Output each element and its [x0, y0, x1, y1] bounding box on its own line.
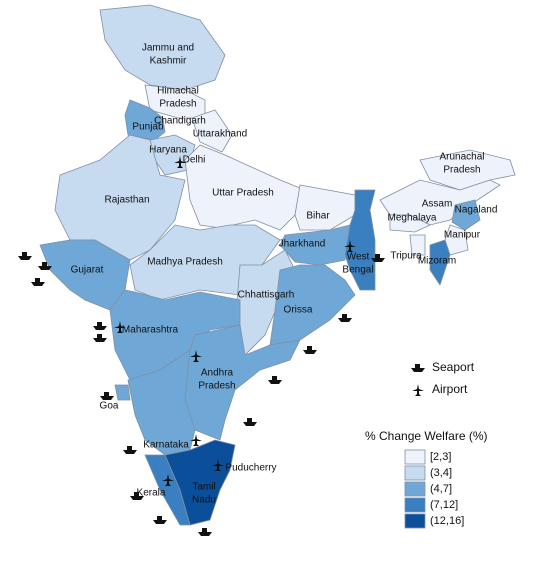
seaport-icon	[100, 392, 114, 400]
seaport-icon	[123, 446, 137, 454]
legend-symbol-label: Airport	[432, 382, 468, 396]
state	[144, 454, 191, 526]
state	[184, 144, 301, 231]
region-label: Gujarat	[71, 265, 104, 276]
seaport-icon	[153, 516, 167, 524]
region-label: Uttar Pradesh	[212, 188, 274, 199]
legend-swatch	[404, 497, 426, 513]
state	[409, 234, 426, 256]
state	[124, 99, 166, 141]
airport-icon	[114, 321, 126, 333]
region-label: Rajasthan	[104, 195, 149, 206]
region-label: Kashmir	[150, 56, 187, 67]
legend: Seaport Airport % Change Welfare (%) [2,3] (…	[365, 360, 488, 529]
seaport-icon	[411, 364, 425, 372]
region-label: Chhattisgarh	[238, 290, 295, 301]
state	[191, 109, 233, 153]
region-label: Andhra	[201, 368, 234, 379]
region-label: Tripura	[390, 251, 422, 262]
state	[451, 199, 481, 231]
region-label: Uttarakhand	[193, 129, 247, 140]
region-label: Maharashtra	[122, 325, 179, 336]
region-label: Pradesh	[443, 165, 480, 176]
airport-icon	[174, 156, 186, 168]
region-label: Meghalaya	[388, 213, 437, 224]
seaport-icon	[93, 322, 107, 330]
region-label: Kerala	[137, 488, 166, 499]
airport-icon	[190, 350, 202, 362]
region-label: Manipur	[444, 230, 481, 241]
region-label: Assam	[422, 199, 453, 210]
seaport-icon	[371, 254, 385, 262]
seaport-icon	[130, 492, 144, 500]
seaport-icon	[38, 262, 52, 270]
region-label: Mizoram	[418, 256, 456, 267]
region-label: Pradesh	[198, 381, 235, 392]
region-label: Goa	[100, 401, 119, 412]
legend-class-label: (4,7]	[430, 483, 452, 495]
seaport-icon	[93, 334, 107, 342]
region-label: Nagaland	[455, 205, 498, 216]
legend-swatch	[404, 481, 426, 497]
legend-class-label: (12,16]	[430, 515, 464, 527]
seaport-icon	[268, 376, 282, 384]
seaport-icon	[243, 418, 257, 426]
region-label: Delhi	[183, 155, 206, 166]
legend-swatch	[404, 449, 426, 465]
seaport-icon	[338, 314, 352, 322]
state	[114, 384, 131, 401]
region-label: Chandigarh	[154, 116, 206, 127]
seaport-icon	[18, 252, 32, 260]
legend-class-label: (3,4]	[430, 467, 452, 479]
state	[419, 149, 516, 191]
region-label: Haryana	[149, 145, 187, 156]
state	[429, 239, 451, 286]
region-label: Jharkhand	[279, 239, 326, 250]
seaport-icon	[31, 278, 45, 286]
region-label: Bihar	[306, 211, 330, 222]
region-label: Arunachal	[439, 152, 484, 163]
region-label: Nadu	[192, 495, 216, 506]
legend-title: % Change Welfare (%)	[365, 429, 488, 443]
legend-symbol-label: Seaport	[432, 360, 475, 374]
state	[269, 264, 356, 346]
state	[99, 4, 226, 91]
state	[389, 214, 431, 233]
legend-swatch	[404, 465, 426, 481]
state	[294, 184, 356, 231]
region-label: Orissa	[284, 305, 313, 316]
state	[279, 224, 351, 266]
airport-icon	[190, 434, 202, 446]
region-label: Bengal	[342, 265, 373, 276]
region-label: Punjab	[132, 122, 164, 133]
airport-icon	[162, 474, 174, 486]
legend-class-label: (7,12]	[430, 499, 458, 511]
region-label: Pradesh	[159, 99, 196, 110]
states	[39, 4, 516, 526]
labels: Jammu and Kashmir Himachal Pradesh PunjabCha…	[71, 43, 498, 506]
region-label: Himachal	[157, 86, 199, 97]
port-icons	[18, 156, 425, 536]
airport-icon	[212, 459, 224, 471]
region-label: Tamil	[192, 482, 215, 493]
region-label: Jammu and	[142, 43, 194, 54]
state	[344, 189, 376, 291]
region-label: Madhya Pradesh	[147, 257, 223, 268]
state	[444, 224, 469, 256]
region-label: Puducherry	[225, 463, 276, 474]
airport-icon	[344, 240, 356, 252]
legend-class-label: [2,3]	[430, 451, 451, 463]
legend-swatch	[404, 513, 426, 529]
seaport-icon	[303, 346, 317, 354]
seaport-icon	[198, 528, 212, 536]
airport-icon	[412, 384, 424, 396]
region-label: West	[347, 252, 370, 263]
region-label: Karnataka	[143, 440, 189, 451]
